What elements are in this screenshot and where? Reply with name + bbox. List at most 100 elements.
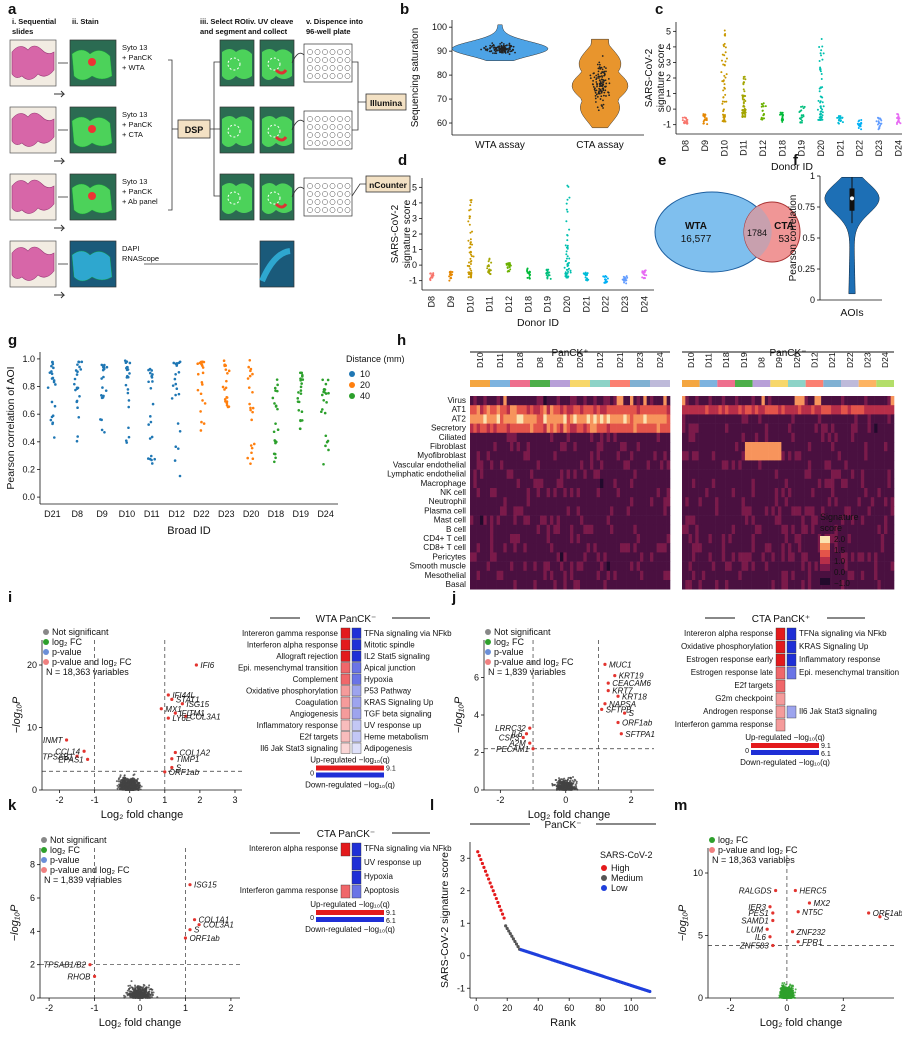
heatmap-cell — [708, 506, 713, 516]
heatmap-cell — [640, 552, 644, 562]
heatmap-donor-label: D21 — [827, 352, 837, 368]
heatmap-cell — [610, 552, 614, 562]
data-point — [743, 98, 746, 101]
well — [314, 49, 321, 55]
heatmap-cell — [804, 534, 809, 544]
data-point — [251, 406, 255, 410]
heatmap-cell — [844, 515, 848, 526]
data-point — [565, 208, 568, 211]
heatmap-cell — [560, 432, 564, 443]
heatmap-cell — [530, 524, 534, 535]
heatmap-cell — [633, 432, 637, 443]
heatmap-cell — [503, 405, 507, 415]
donor-color-strip — [841, 380, 859, 387]
heatmap-cell — [600, 478, 604, 489]
heatmap-cell — [563, 405, 567, 415]
heatmap-cell — [646, 561, 651, 572]
heatmap-cell — [603, 442, 607, 452]
data-point — [116, 784, 119, 787]
x-tick-label: D22 — [193, 509, 210, 519]
data-point — [820, 78, 823, 81]
heatmap-cell — [735, 414, 739, 424]
heatmap-cell — [543, 423, 547, 434]
heatmap-cell — [590, 405, 594, 415]
heatmap-cell — [660, 478, 664, 489]
data-point — [470, 199, 473, 202]
well — [314, 207, 321, 213]
workflow-step-label: ii. Stain — [72, 17, 99, 26]
heatmap-cell — [656, 506, 661, 516]
data-point — [484, 48, 487, 51]
heatmap-cell — [847, 534, 852, 544]
heatmap-cell — [526, 442, 531, 452]
heatmap-cell — [520, 570, 524, 581]
heatmap-cell — [483, 432, 487, 443]
heatmap-cell — [636, 442, 641, 452]
heatmap-cell — [827, 396, 832, 406]
heatmap-cell — [788, 478, 792, 489]
heatmap-cell — [804, 460, 809, 470]
heatmap-group-label: PanCK⁺ — [552, 348, 589, 359]
heatmap-cell — [580, 580, 584, 590]
heatmap-cell — [877, 469, 882, 480]
heatmap-cell — [864, 497, 868, 507]
data-point — [52, 380, 56, 384]
well — [314, 57, 321, 63]
heatmap-cell — [536, 561, 541, 572]
heatmap-cell — [880, 451, 885, 461]
heatmap-cell — [530, 561, 534, 572]
data-point — [489, 269, 492, 272]
heatmap-cell — [636, 552, 641, 562]
heatmap-cell — [751, 460, 756, 470]
heatmap-cell — [860, 414, 865, 424]
heatmap-cell — [660, 515, 664, 526]
heatmap-cell — [480, 423, 484, 434]
heatmap-cell — [735, 478, 739, 489]
heatmap-cell — [744, 414, 749, 424]
roi-circle — [227, 124, 241, 138]
heatmap-cell — [513, 497, 517, 507]
heatmap-cell — [593, 570, 597, 581]
y-tick-label: 0.5 — [802, 233, 815, 243]
heatmap-cell — [764, 469, 769, 480]
data-point — [592, 79, 594, 82]
heatmap-cell — [536, 451, 541, 461]
heatmap-cell — [781, 543, 785, 553]
data-point — [103, 430, 106, 434]
heatmap-row-label: Neutrophil — [429, 497, 467, 506]
well — [314, 132, 321, 138]
heatmap-cell — [874, 543, 878, 553]
data-point — [820, 110, 823, 113]
heatmap-cell — [711, 396, 716, 406]
heatmap-cell — [653, 469, 657, 480]
data-point — [175, 362, 179, 366]
heatmap-cell — [827, 432, 832, 443]
data-point — [725, 73, 728, 76]
heatmap-cell — [860, 396, 865, 406]
heatmap-cell — [640, 442, 644, 452]
heatmap-cell — [754, 561, 759, 572]
heatmap-cell — [784, 478, 789, 489]
heatmap-cell — [877, 396, 882, 406]
heatmap-cell — [844, 497, 848, 507]
heatmap-cell — [476, 515, 481, 526]
heatmap-cell — [623, 570, 627, 581]
heatmap-cell — [731, 478, 736, 489]
heatmap-cell — [867, 561, 872, 572]
well — [337, 183, 343, 189]
heatmap-cell — [758, 469, 762, 480]
heatmap-cell — [801, 570, 805, 581]
data-point — [599, 83, 601, 86]
data-point — [299, 379, 302, 382]
data-point — [596, 63, 599, 66]
heatmap-cell — [576, 432, 581, 443]
heatmap-cell — [711, 570, 716, 581]
heatmap-cell — [874, 396, 878, 406]
data-point — [564, 260, 567, 263]
x-tick-label: D8 — [427, 296, 437, 308]
data-point — [598, 92, 601, 95]
data-point — [100, 394, 103, 397]
heatmap-cell — [543, 580, 547, 590]
data-point — [818, 116, 821, 119]
heatmap-cell — [550, 460, 554, 470]
